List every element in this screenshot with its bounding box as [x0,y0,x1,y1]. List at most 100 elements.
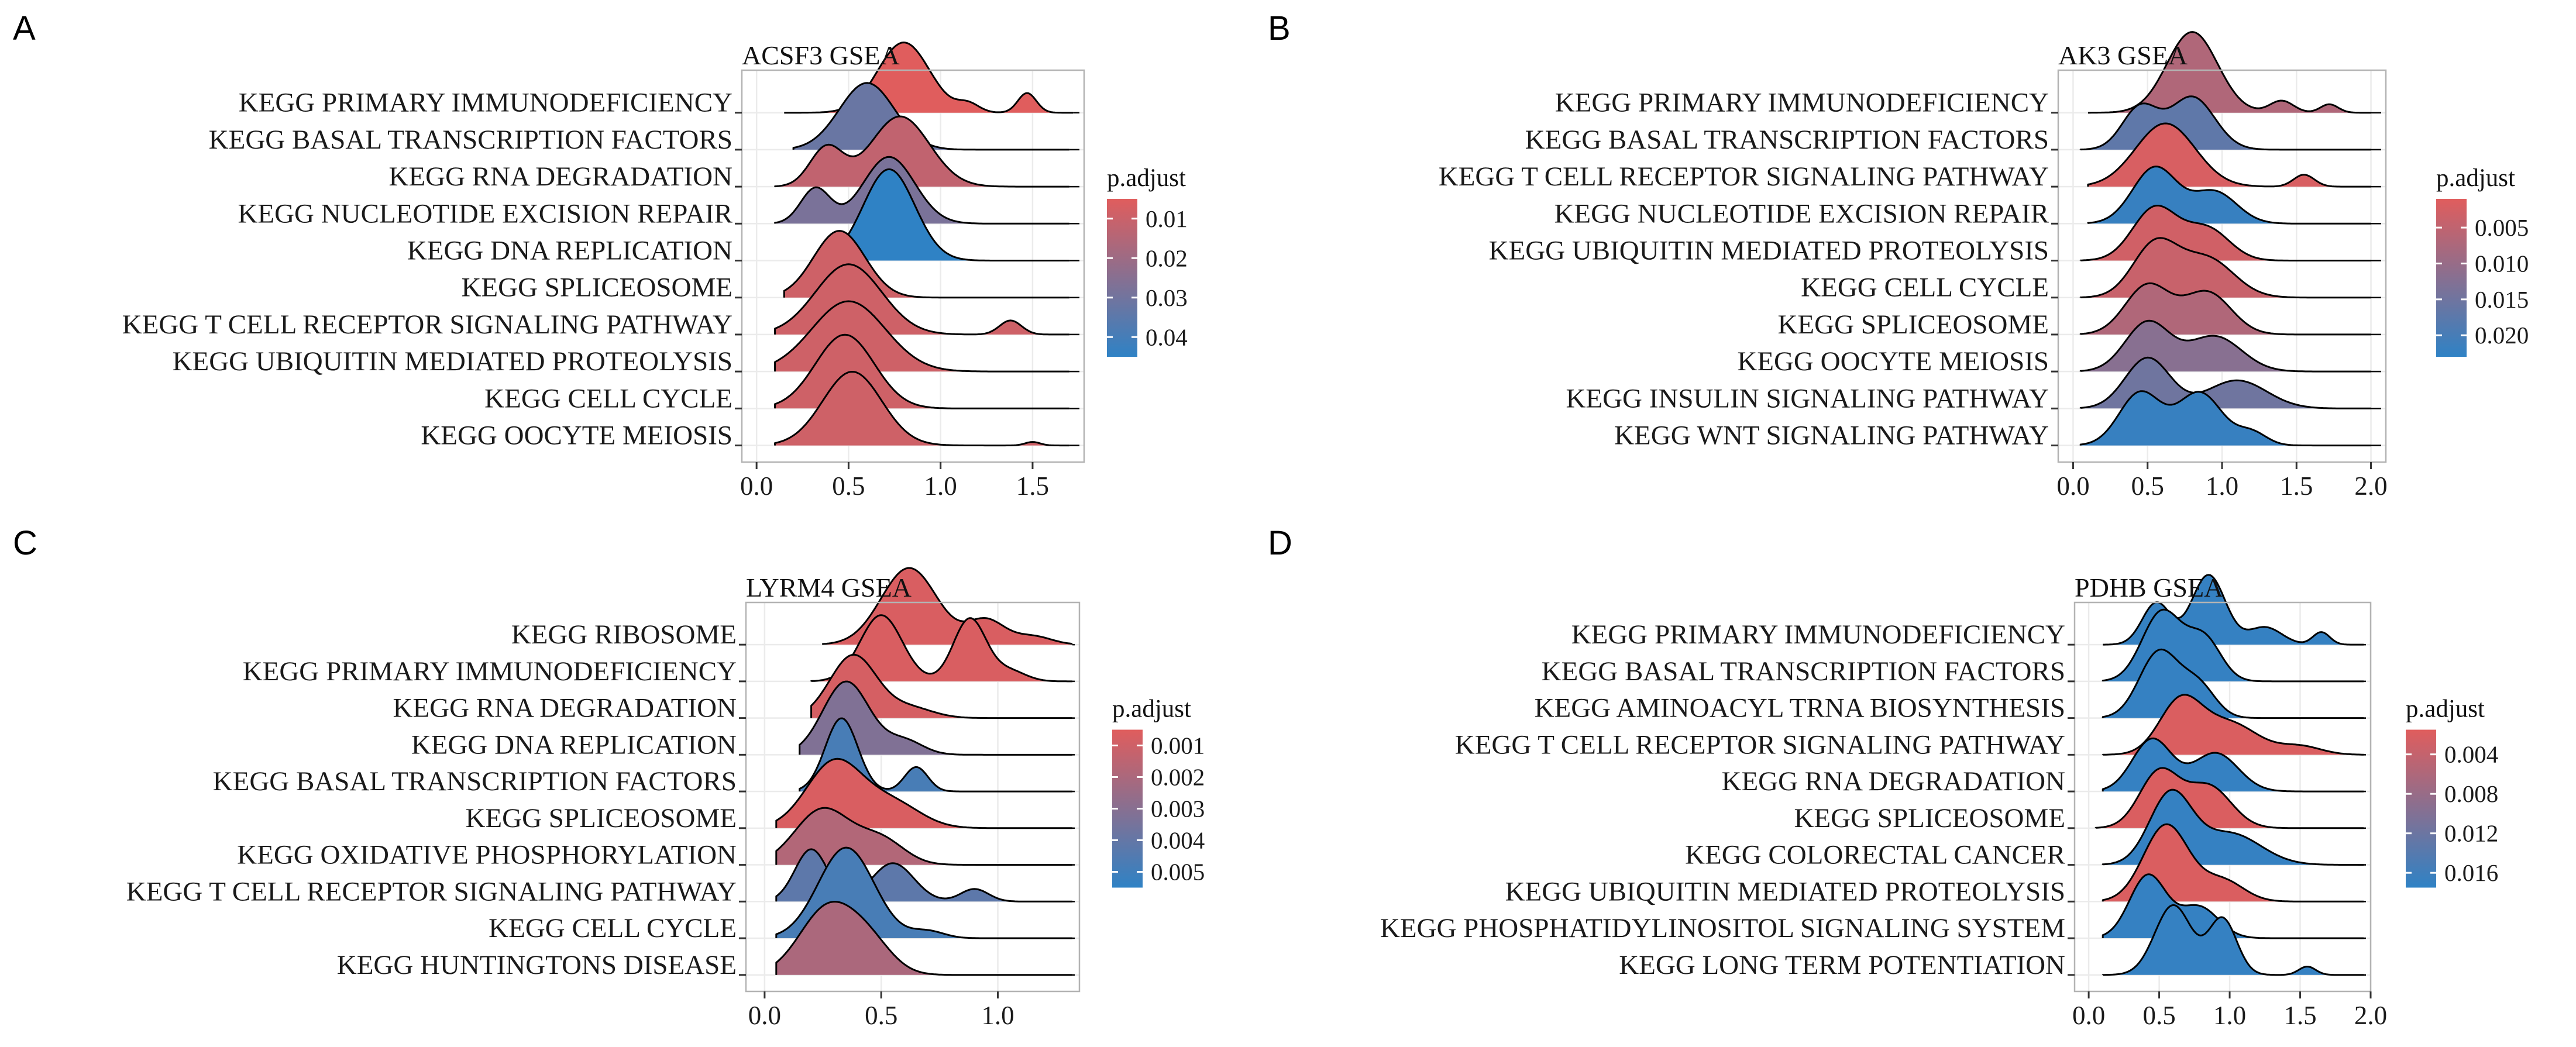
plot-frame [2073,601,2372,993]
ridge-outline-kegg-oocyte-meiosis [774,371,1069,447]
legend-tick-label: 0.004 [1151,827,1205,854]
x-tick-label: 0.0 [2056,471,2089,501]
ridge-outline-kegg-nucleotide-excision-repair [774,156,1069,225]
ridge-outline-kegg-cell-cycle [774,333,1069,409]
y-tick-label: KEGG BASAL TRANSCRIPTION FACTORS [1525,125,2049,155]
ridge-outline-kegg-t-cell-receptor-signaling-pathway [774,263,1069,336]
x-tick-label: 0.0 [748,1001,781,1030]
ridge-density-kegg-dna-replication [811,169,1069,261]
ridge-outline-kegg-wnt-signaling-pathway [2079,390,2371,447]
ridge-outline-kegg-primary-immunodeficiency [2103,574,2364,646]
plot-frame [745,601,1081,993]
ridge-outline-kegg-cell-cycle [2079,237,2371,299]
legend-tick-label: 0.04 [1146,323,1188,350]
ridge-outline-kegg-t-cell-receptor-signaling-pathway [775,848,1072,903]
ridge-density-kegg-primary-immunodeficiency [811,615,1072,681]
y-tick-label: KEGG OOCYTE MEIOSIS [1737,346,2049,377]
y-tick-label: KEGG BASAL TRANSCRIPTION FACTORS [213,766,737,797]
y-tick-label: KEGG BASAL TRANSCRIPTION FACTORS [209,125,732,155]
legend-colorbar [1107,199,1137,357]
ridge-outline-kegg-t-cell-receptor-signaling-pathway [2087,122,2371,188]
ridge-outline-kegg-oxidative-phosphorylation [775,807,1072,866]
y-tick-label: KEGG CELL CYCLE [489,913,737,943]
ridge-density-kegg-spliceosome [776,759,1072,828]
x-tick-label: 1.0 [2206,471,2238,501]
y-tick-label: KEGG BASAL TRANSCRIPTION FACTORS [1542,656,2065,687]
legend-tick-label: 0.015 [2475,286,2529,313]
x-tick-label: 0.0 [740,471,773,501]
y-tick-label: KEGG SPLICEOSOME [465,803,737,834]
y-tick-label: KEGG RIBOSOME [511,619,737,650]
y-tick-label: KEGG PRIMARY IMMUNODEFICIENCY [239,88,732,118]
ridge-outline-kegg-basal-transcription-factors [2102,608,2364,683]
ridge-panel-b: KEGG PRIMARY IMMUNODEFICIENCY KEGG BASAL … [1439,31,2529,501]
ridge-outline-kegg-basal-transcription-factors [2079,95,2371,151]
legend-tick-label: 0.03 [1146,284,1188,311]
ridge-outline-kegg-basal-transcription-factors [799,717,1072,793]
ridge-density-kegg-primary-immunodeficiency [784,42,1074,113]
x-tick-label: 0.5 [865,1001,897,1030]
y-tick-label: KEGG WNT SIGNALING PATHWAY [1614,421,2049,451]
x-tick-label: 1.0 [2213,1001,2246,1030]
y-tick-label: KEGG LONG TERM POTENTIATION [1619,950,2065,980]
ridge-outline-kegg-spliceosome [2094,767,2364,829]
ridge-outline-kegg-ubiquitin-mediated-proteolysis [2079,205,2371,261]
legend-tick-label: 0.01 [1146,205,1188,232]
legend-title: p.adjust [1112,695,1191,723]
ridge-outline-kegg-rna-degradation [2102,737,2364,793]
legend-tick-label: 0.005 [1151,859,1205,886]
legend-tick-label: 0.004 [2444,741,2498,768]
y-tick-label: KEGG PRIMARY IMMUNODEFICIENCY [1571,619,2065,650]
x-tick-label: 1.0 [924,471,957,501]
ridge-panel-c: KEGG RIBOSOME KEGG PRIMARY IMMUNODEFICIEN… [126,567,1205,1030]
y-tick-label: KEGG SPLICEOSOME [461,273,732,303]
ridge-outline-kegg-ribosome [822,567,1073,645]
chart-title: ACSF3 GSEA [742,40,900,70]
ridge-density-kegg-long-term-potentiation [2103,905,2364,975]
ridge-outline-kegg-nucleotide-excision-repair [2087,166,2371,225]
ridge-density-kegg-dna-replication [799,681,1072,755]
y-tick-label: KEGG UBIQUITIN MEDIATED PROTEOLYSIS [173,346,732,377]
ridge-density-kegg-primary-immunodeficiency [2087,32,2371,113]
ridge-outline-kegg-rna-degradation [774,115,1069,188]
x-tick-label: 1.5 [2280,471,2313,501]
ridge-outline-kegg-colorectal-cancer [2102,788,2364,866]
chart-title: PDHB GSEA [2075,573,2223,602]
y-tick-label: KEGG T CELL RECEPTOR SIGNALING PATHWAY [126,876,737,907]
x-tick-label: 0.0 [2072,1001,2105,1030]
x-tick-label: 0.5 [2131,471,2164,501]
legend-tick-label: 0.012 [2444,820,2498,847]
ridge-outline-kegg-long-term-potentiation [2102,904,2364,976]
legend-tick-label: 0.001 [1151,732,1205,759]
y-tick-label: KEGG DNA REPLICATION [411,729,737,760]
y-tick-label: KEGG T CELL RECEPTOR SIGNALING PATHWAY [122,309,732,340]
ridge-outline-kegg-ubiquitin-mediated-proteolysis [2102,823,2364,903]
ridge-outline-kegg-cell-cycle [775,846,1072,939]
legend-tick-label: 0.005 [2475,214,2529,241]
y-tick-label: KEGG RNA DEGRADATION [389,161,732,192]
ridge-density-kegg-wnt-signaling-pathway [2080,391,2371,446]
y-tick-label: KEGG T CELL RECEPTOR SIGNALING PATHWAY [1455,729,2065,760]
y-tick-label: KEGG SPLICEOSOME [1794,803,2065,834]
y-tick-label: KEGG PHOSPHATIDYLINOSITOL SIGNALING SYST… [1380,913,2065,943]
y-tick-label: KEGG AMINOACYL TRNA BIOSYNTHESIS [1535,693,2065,724]
y-tick-label: KEGG COLORECTAL CANCER [1685,840,2066,870]
ridge-density-kegg-t-cell-receptor-signaling-pathway [2103,694,2364,755]
ridge-outline-kegg-aminoacyl-trna-biosynthesis [2102,648,2364,719]
x-tick-label: 2.0 [2354,1001,2387,1030]
ridge-outline-kegg-huntingtons-disease [775,901,1072,976]
ridge-outline-kegg-primary-immunodeficiency [810,614,1072,683]
ridge-density-kegg-rna-degradation [775,116,1069,187]
ridge-density-kegg-rna-degradation [811,655,1072,718]
y-tick-label: KEGG SPLICEOSOME [1777,309,2049,340]
legend-tick-label: 0.020 [2475,322,2529,349]
plot-frame [741,69,1085,463]
y-tick-label: KEGG CELL CYCLE [1801,273,2049,303]
ridge-outline-kegg-oocyte-meiosis [2079,319,2371,373]
y-tick-label: KEGG PRIMARY IMMUNODEFICIENCY [1555,88,2049,118]
y-tick-label: KEGG NUCLEOTIDE EXCISION REPAIR [238,198,732,229]
ridge-density-kegg-basal-transcription-factors [793,82,1069,150]
legend-title: p.adjust [1107,164,1186,192]
panel-letter-c: C [13,524,37,562]
legend-tick-label: 0.002 [1151,764,1205,791]
